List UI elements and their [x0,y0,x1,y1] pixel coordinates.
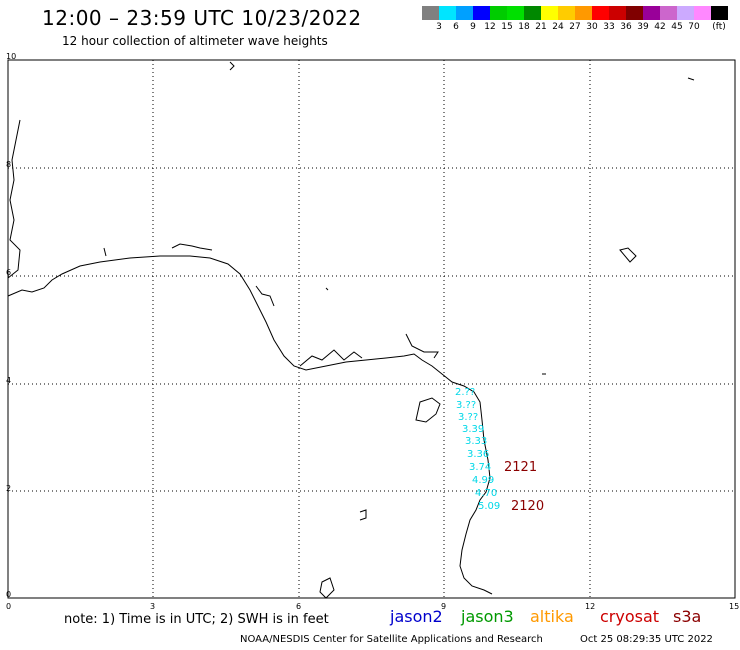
colorbar-label: 39 [637,22,649,32]
footer-note: note: 1) Time is in UTC; 2) SWH is in fe… [64,612,329,627]
colorbar-swatch [660,6,677,20]
colorbar-label: 15 [501,22,513,32]
y-tick-2: 2 [6,484,12,493]
y-tick-6: 6 [6,268,12,277]
colorbar-swatch [694,6,711,20]
wave-height-value: 3.74 [469,462,492,473]
colorbar-swatch [490,6,507,20]
wave-height-value: 3.39 [462,424,485,435]
colorbar-label: 27 [569,22,581,32]
colorbar-label: 24 [552,22,564,32]
colorbar-swatch [422,6,439,20]
map-frame [7,59,736,599]
colorbar-swatch [439,6,456,20]
wave-height-value: 4.70 [475,488,498,499]
colorbar-label: 45 [671,22,683,32]
page-title: 12:00 – 23:59 UTC 10/23/2022 [42,6,362,30]
colorbar-swatch [592,6,609,20]
track-label-2120: 2120 [511,499,545,514]
colorbar-label: 12 [484,22,496,32]
colorbar-label: 9 [470,22,476,32]
x-tick-15: 15 [729,602,740,611]
colorbar-swatch [558,6,575,20]
colorbar-labels: 3 6 9 12 15 18 21 24 27 30 33 36 39 42 45 70 (ft) [422,22,740,34]
colorbar-label: 18 [518,22,530,32]
colorbar-swatch [524,6,541,20]
wave-height-value: 3.36 [467,449,490,460]
colorbar-swatch [677,6,694,20]
colorbar-swatch [541,6,558,20]
colorbar-swatch [643,6,660,20]
colorbar-label: 42 [654,22,666,32]
colorbar-swatch [473,6,490,20]
grid-lines [8,60,735,598]
x-tick-0: 0 [6,602,12,611]
wave-height-colorbar [422,6,728,20]
y-tick-8: 8 [6,160,12,169]
colorbar-swatch [456,6,473,20]
wave-height-value: 4.99 [472,475,495,486]
colorbar-label: (ft) [712,22,726,32]
credit-text: NOAA/NESDIS Center for Satellite Applica… [240,634,543,645]
colorbar-label: 30 [586,22,598,32]
colorbar-label: 6 [453,22,459,32]
x-tick-6: 6 [296,602,302,611]
track-label-2121: 2121 [504,460,538,475]
colorbar-label: 33 [603,22,615,32]
colorbar-label: 3 [436,22,442,32]
x-tick-9: 9 [441,602,447,611]
legend-jason2: jason2 [390,607,443,626]
legend-s3a: s3a [673,607,702,626]
colorbar-swatch [609,6,626,20]
legend-cryosat: cryosat [600,607,660,626]
x-tick-12: 12 [585,602,596,611]
colorbar-swatch [626,6,643,20]
wave-height-value: 3.33 [465,436,488,447]
wave-height-value: 2.?? [455,387,476,398]
wave-height-value: 3.?? [458,412,479,423]
y-tick-0: 0 [6,590,12,599]
wave-height-value: 5.09 [478,501,501,512]
colorbar-swatch [507,6,524,20]
legend-jason3: jason3 [461,607,514,626]
y-tick-10: 10 [6,52,17,61]
legend-altika: altika [530,607,574,626]
x-tick-3: 3 [150,602,156,611]
colorbar-label: 36 [620,22,632,32]
colorbar-swatch [711,6,728,20]
colorbar-label: 70 [688,22,700,32]
generated-timestamp: Oct 25 08:29:35 UTC 2022 [580,634,713,645]
page-subtitle: 12 hour collection of altimeter wave hei… [62,34,328,48]
colorbar-label: 21 [535,22,547,32]
coastline [7,61,695,599]
wave-height-value: 3.?? [456,400,477,411]
colorbar-swatch [575,6,592,20]
y-tick-4: 4 [6,376,12,385]
